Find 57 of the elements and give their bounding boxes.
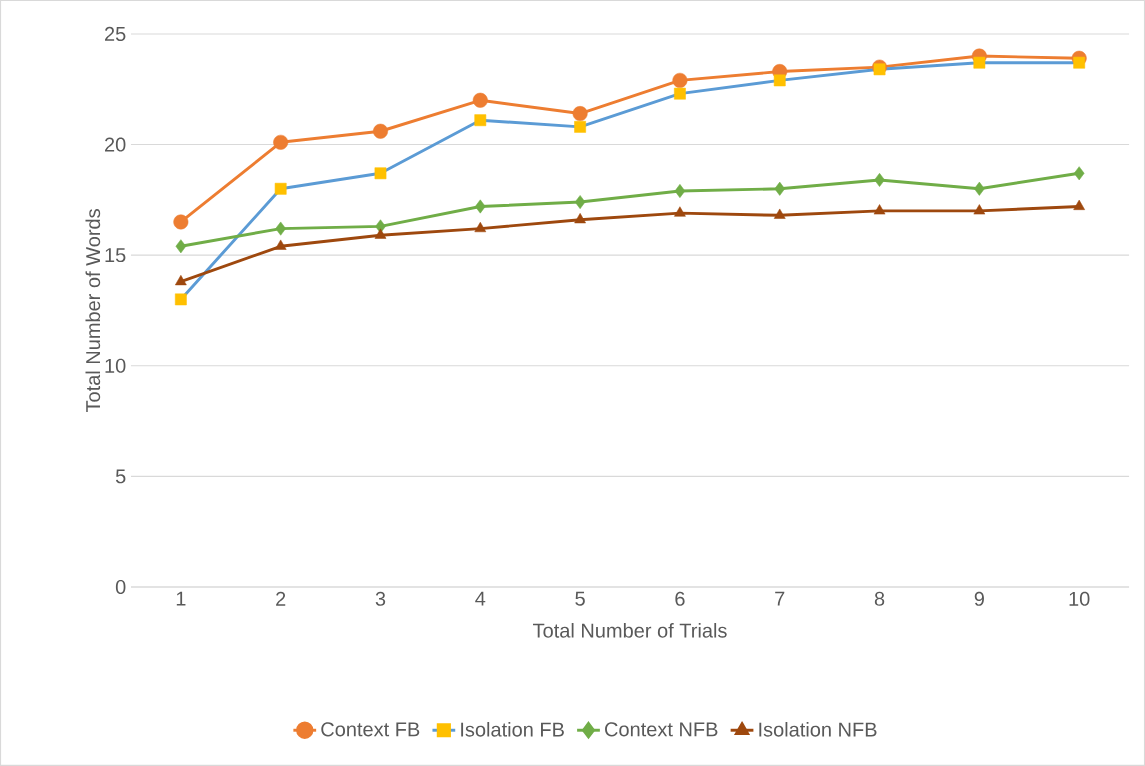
x-tick-label: 9 bbox=[974, 591, 984, 606]
point bbox=[674, 87, 686, 100]
point bbox=[475, 199, 486, 214]
point bbox=[1073, 199, 1085, 210]
point bbox=[173, 214, 189, 230]
point bbox=[275, 221, 286, 236]
point bbox=[174, 293, 187, 306]
point bbox=[974, 181, 985, 196]
x-tick-label: 3 bbox=[375, 591, 386, 606]
point bbox=[574, 213, 586, 224]
y-tick-label: 25 bbox=[105, 26, 126, 42]
y-axis-title: Total Number of Words bbox=[85, 209, 101, 413]
y-tick-label: 5 bbox=[115, 469, 126, 484]
x-tick-label: 4 bbox=[475, 591, 486, 606]
x-tick-label: 5 bbox=[575, 591, 585, 606]
point bbox=[175, 239, 187, 254]
point bbox=[773, 208, 786, 219]
point bbox=[373, 123, 388, 139]
point bbox=[1073, 166, 1085, 181]
point bbox=[774, 181, 785, 196]
legend-label: Context NFB bbox=[605, 722, 718, 737]
y-tick-label: 15 bbox=[105, 248, 126, 263]
point bbox=[674, 206, 686, 217]
x-tick-label: 8 bbox=[874, 591, 885, 606]
x-tick-label: 2 bbox=[276, 591, 286, 606]
point bbox=[574, 121, 586, 133]
point bbox=[175, 275, 187, 286]
x-axis-title: Total Number of Trials bbox=[533, 623, 727, 638]
point bbox=[574, 195, 586, 210]
point bbox=[674, 184, 686, 198]
legend-label: Isolation NFB bbox=[759, 722, 877, 737]
x-tick-label: 1 bbox=[176, 591, 186, 606]
x-tick-label: 7 bbox=[775, 591, 785, 606]
y-tick-label: 20 bbox=[105, 137, 126, 152]
point bbox=[374, 167, 387, 180]
point bbox=[572, 106, 588, 122]
point bbox=[672, 72, 688, 88]
x-tick-label: 6 bbox=[675, 591, 685, 606]
point bbox=[773, 74, 786, 87]
point bbox=[474, 221, 487, 233]
y-tick-label: 0 bbox=[115, 579, 126, 595]
point bbox=[873, 204, 886, 215]
point bbox=[273, 134, 289, 150]
point bbox=[973, 204, 986, 215]
point bbox=[873, 63, 886, 76]
point bbox=[274, 239, 287, 250]
point bbox=[1073, 56, 1086, 69]
point bbox=[374, 228, 387, 239]
x-tick-label: 10 bbox=[1069, 591, 1090, 606]
point bbox=[973, 56, 986, 69]
y-tick-label: 10 bbox=[105, 358, 126, 373]
point bbox=[474, 114, 487, 127]
point bbox=[274, 182, 287, 195]
point bbox=[874, 173, 885, 187]
legend-label: Context FB bbox=[321, 722, 420, 737]
legend-label: Isolation FB bbox=[461, 722, 564, 737]
point bbox=[472, 92, 488, 108]
